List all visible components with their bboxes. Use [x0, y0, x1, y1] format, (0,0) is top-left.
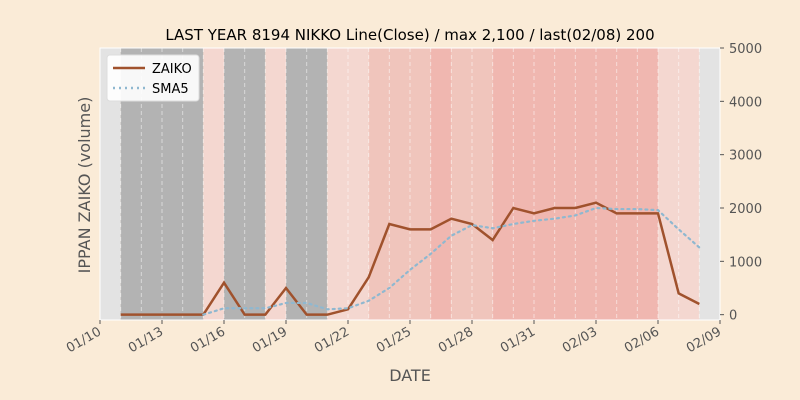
x-tick-label: 01/16 [188, 324, 228, 356]
background-band [368, 48, 431, 320]
y-tick-label: 4000 [729, 95, 762, 110]
y-tick-label: 2000 [729, 202, 762, 217]
x-tick-label: 01/25 [374, 324, 414, 356]
y-tick-label: 0 [729, 309, 737, 324]
x-tick-label: 02/03 [560, 324, 600, 356]
series-lines [120, 201, 701, 316]
x-tick-label: 01/13 [126, 324, 166, 356]
y-axis-label: IPPAN ZAIKO (volume) [75, 97, 94, 274]
legend-label-sma5: SMA5 [152, 82, 189, 97]
background-band [699, 48, 720, 320]
background-band [430, 48, 452, 320]
y-tick-label: 5000 [729, 42, 762, 57]
grid [120, 48, 700, 320]
x-tick-label: 01/19 [250, 324, 290, 356]
x-tick-label: 01/22 [312, 324, 352, 356]
series-line-zaiko [120, 201, 700, 316]
y-tick-label: 3000 [729, 149, 762, 164]
background-band [265, 48, 286, 320]
chart-title: LAST YEAR 8194 NIKKO Line(Close) / max 2… [165, 26, 654, 44]
y-tick-label: 1000 [729, 255, 762, 270]
legend-label-zaiko: ZAIKO [152, 62, 192, 77]
x-tick-label: 01/10 [64, 324, 104, 356]
series-line-sma5 [202, 206, 701, 316]
background-band [100, 48, 121, 320]
legend: ZAIKO SMA5 [106, 54, 200, 102]
x-tick-label: 02/06 [622, 324, 662, 356]
x-axis-label: DATE [389, 366, 431, 385]
x-tick-label: 01/31 [498, 324, 538, 356]
background-band [203, 48, 224, 320]
x-tick-label: 01/28 [436, 324, 476, 356]
x-tick-label: 02/09 [684, 324, 724, 356]
